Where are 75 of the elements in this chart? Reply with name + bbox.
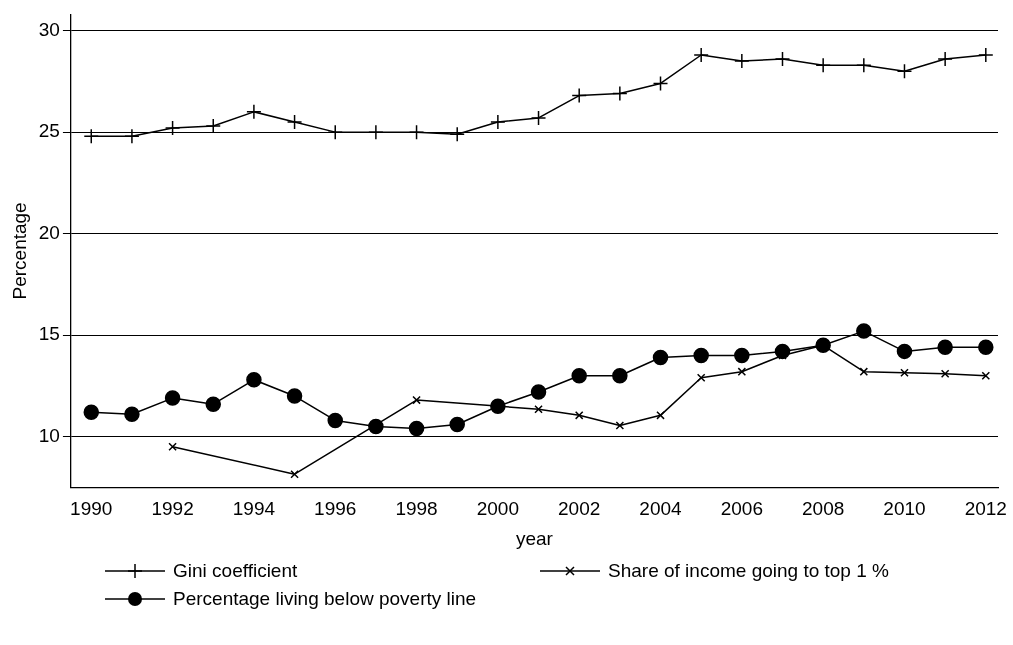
x-tick-label: 2004: [639, 498, 683, 520]
point: [124, 128, 140, 144]
point: [900, 368, 909, 377]
point: [978, 47, 994, 63]
point: [693, 47, 709, 63]
x-tick-label: 2010: [883, 498, 926, 520]
point: [652, 75, 669, 92]
x-tick-label: 1990: [70, 498, 113, 520]
point: [168, 442, 177, 452]
point: [124, 406, 140, 423]
x-tick-label: 2012: [964, 498, 1007, 520]
point: [246, 372, 262, 388]
legend-label: Gini coefficient: [173, 560, 298, 582]
point: [896, 63, 913, 79]
point: [652, 349, 669, 366]
point: [83, 128, 100, 144]
point: [205, 396, 221, 412]
x-tick-label: 1996: [314, 498, 357, 520]
point: [859, 367, 869, 376]
point: [937, 51, 953, 67]
point: [856, 323, 872, 339]
point: [205, 118, 221, 134]
point: [571, 87, 587, 104]
point: [83, 404, 100, 421]
x-axis-title: year: [515, 527, 554, 549]
point: [612, 368, 628, 384]
x-tick-label: 1992: [151, 498, 194, 520]
point: [774, 51, 791, 67]
point: [693, 347, 709, 364]
x-tick-label: 2006: [720, 498, 763, 520]
point: [412, 395, 421, 405]
point: [981, 371, 991, 381]
x-tick-label: 2002: [558, 498, 601, 520]
point: [246, 104, 262, 120]
x-tick-label: 2008: [802, 498, 845, 520]
point: [534, 404, 543, 414]
point: [571, 368, 587, 384]
point: [530, 384, 547, 400]
x-tick-label: 1994: [232, 498, 276, 520]
point: [164, 390, 181, 406]
point: [530, 110, 547, 126]
x-tick-label: 1998: [395, 498, 438, 520]
point: [815, 57, 831, 73]
point: [615, 421, 625, 430]
legend-label: Percentage living below poverty line: [173, 588, 477, 610]
point: [408, 124, 425, 140]
y-tick-label: 20: [38, 221, 60, 243]
point: [734, 53, 750, 69]
point: [574, 411, 584, 420]
point: [449, 416, 465, 433]
x-tick-label: 2000: [476, 498, 520, 520]
y-tick-label: 15: [38, 323, 60, 345]
point: [449, 126, 465, 142]
y-tick-label: 25: [38, 120, 60, 142]
point: [737, 367, 747, 376]
point: [327, 412, 343, 429]
point: [290, 469, 299, 479]
point: [896, 343, 913, 360]
y-tick-label: 10: [38, 424, 60, 446]
point: [286, 388, 303, 404]
point: [940, 369, 950, 378]
point: [164, 120, 181, 136]
y-axis-title: Percentage: [8, 202, 30, 300]
point: [490, 114, 506, 130]
legend-label: Share of income going to top 1 %: [608, 560, 889, 582]
point: [656, 411, 665, 420]
point: [978, 339, 994, 356]
point: [937, 339, 953, 356]
point: [408, 420, 425, 437]
point: [696, 373, 706, 383]
point: [286, 114, 303, 130]
point: [856, 57, 872, 73]
point: [612, 85, 628, 102]
point: [734, 347, 750, 364]
y-tick-label: 30: [38, 18, 60, 40]
